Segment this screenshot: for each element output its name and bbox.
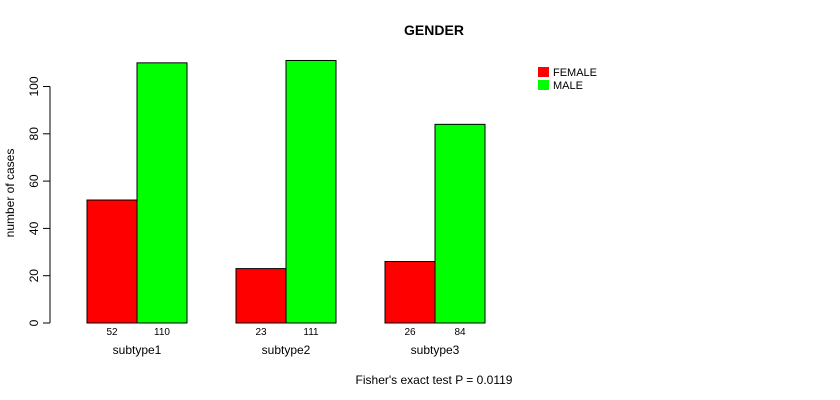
bars-group <box>86 59 486 324</box>
bar-value-label-subtype2-female: 23 <box>255 327 267 338</box>
category-label-subtype3: subtype3 <box>411 343 460 357</box>
chart-title: GENDER <box>404 22 464 38</box>
bar-subtype2-female <box>235 268 287 324</box>
bar-subtype3-male <box>434 123 486 324</box>
y-axis: 0 20 40 60 80 100 <box>27 76 51 326</box>
bar-value-label-subtype3-male: 84 <box>454 327 466 338</box>
bar-value-label-subtype1-female: 52 <box>106 327 118 338</box>
legend-label-male: MALE <box>553 80 583 92</box>
legend-label-female: FEMALE <box>553 67 597 79</box>
bar-subtype1-male <box>136 62 188 324</box>
category-label-subtype2: subtype2 <box>262 343 311 357</box>
bar-subtype3-female <box>384 261 436 324</box>
bar-value-label-subtype3-female: 26 <box>404 327 416 338</box>
bar-subtype2-male <box>285 59 337 324</box>
fisher-test-footnote: Fisher's exact test P = 0.0119 <box>356 373 513 387</box>
y-axis-label: number of cases <box>3 149 17 238</box>
y-tick-label: 80 <box>27 127 41 141</box>
bar-subtype1-female <box>86 199 138 324</box>
y-tick-label: 0 <box>27 319 41 326</box>
bar-value-label-subtype1-male: 110 <box>154 327 170 338</box>
category-labels: subtype1 subtype2 subtype3 <box>113 343 460 357</box>
legend-swatch-female <box>538 67 549 77</box>
y-tick-label: 20 <box>27 269 41 283</box>
y-tick-label: 60 <box>27 174 41 188</box>
legend-swatch-male <box>538 80 549 90</box>
category-label-subtype1: subtype1 <box>113 343 162 357</box>
y-tick-label: 100 <box>27 76 41 96</box>
y-tick-label: 40 <box>27 221 41 235</box>
bar-value-label-subtype2-male: 111 <box>303 327 319 338</box>
bar-value-labels: 52 110 23 111 26 84 <box>106 327 466 338</box>
